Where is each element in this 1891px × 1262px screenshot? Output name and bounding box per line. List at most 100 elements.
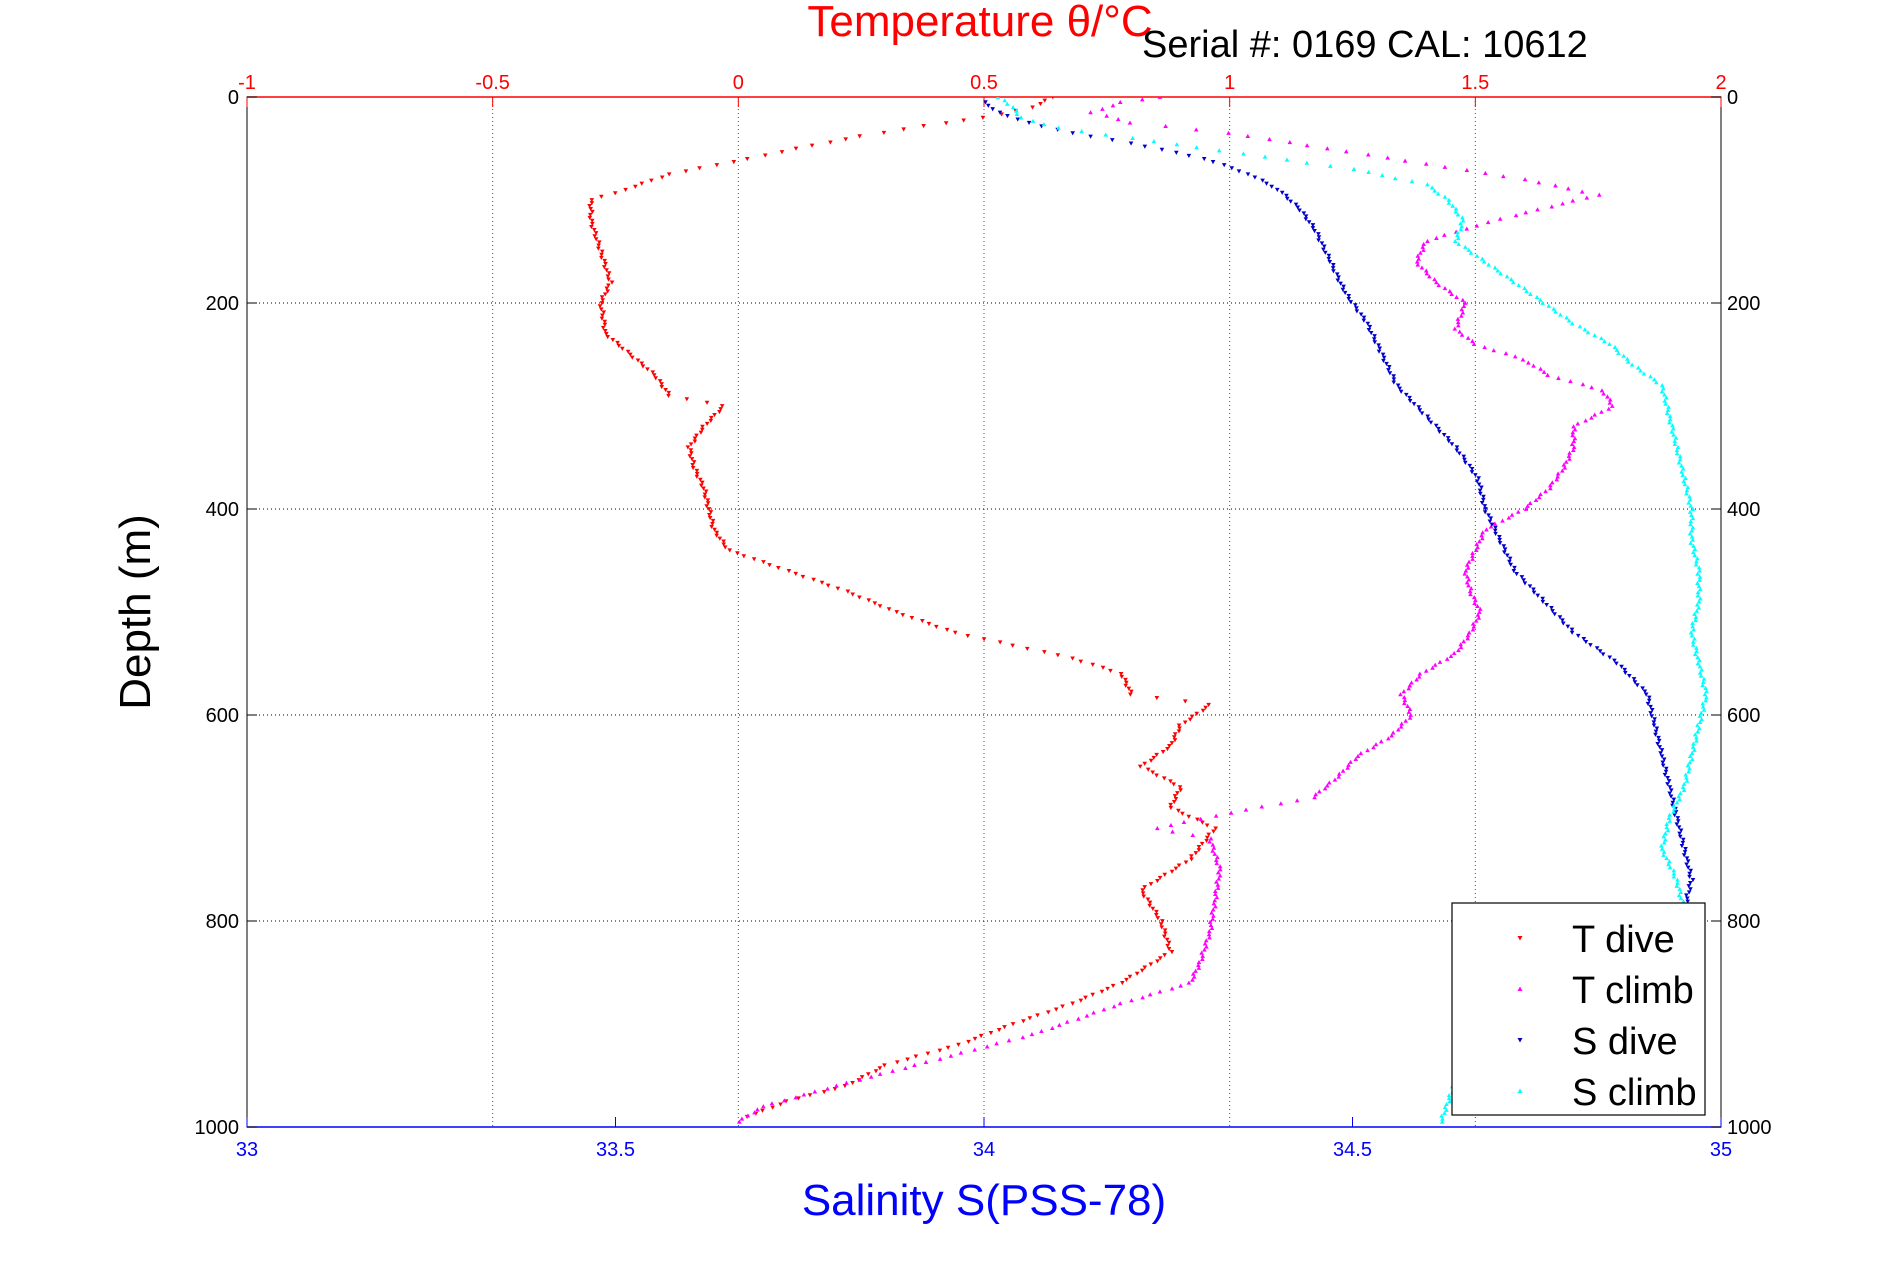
data-point — [1527, 500, 1533, 505]
data-point — [1464, 167, 1470, 172]
data-point — [1354, 309, 1360, 314]
data-point — [1572, 427, 1578, 432]
data-point — [1585, 330, 1591, 335]
data-point — [1162, 928, 1168, 933]
data-point — [1295, 205, 1301, 210]
data-point — [1455, 230, 1460, 235]
data-point — [873, 1069, 879, 1074]
data-point — [1288, 199, 1293, 204]
data-point — [1194, 711, 1200, 716]
data-point — [997, 110, 1003, 115]
data-point — [1697, 568, 1702, 573]
data-point — [1151, 138, 1157, 144]
data-point — [1689, 756, 1695, 762]
data-point — [1104, 113, 1109, 118]
data-point — [1582, 327, 1588, 332]
data-point — [1425, 182, 1430, 187]
data-point — [1129, 689, 1134, 694]
data-point — [698, 483, 704, 488]
data-point — [1169, 950, 1175, 955]
data-point — [663, 387, 668, 393]
data-point — [1592, 412, 1597, 417]
data-point — [779, 150, 785, 155]
data-point — [1693, 617, 1698, 623]
data-point — [1672, 441, 1678, 446]
data-point — [1502, 547, 1508, 552]
data-point — [1173, 866, 1179, 871]
data-point — [1635, 365, 1641, 370]
data-point — [598, 307, 604, 312]
data-point — [1700, 701, 1705, 706]
data-point — [793, 1095, 799, 1100]
data-point — [1372, 334, 1377, 339]
data-point — [1169, 741, 1175, 746]
data-point — [1676, 794, 1682, 799]
data-point — [857, 1077, 863, 1082]
data-point — [843, 137, 849, 142]
data-point — [1340, 287, 1346, 292]
data-point — [1672, 813, 1677, 818]
data-point — [1667, 417, 1673, 422]
data-point — [1695, 580, 1700, 585]
data-point — [1676, 460, 1682, 465]
data-point — [1666, 815, 1672, 820]
data-point — [1599, 336, 1604, 341]
data-point — [1284, 193, 1289, 198]
data-point — [877, 604, 883, 609]
data-point — [1418, 250, 1423, 255]
data-point — [1677, 457, 1683, 462]
data-point — [1699, 667, 1704, 672]
data-point — [1655, 742, 1660, 747]
data-point — [1196, 962, 1201, 967]
data-point — [1465, 565, 1471, 570]
right-axis-tick-label: 600 — [1727, 705, 1760, 727]
data-point — [1404, 392, 1409, 397]
data-point — [1461, 454, 1467, 459]
data-point — [1646, 698, 1652, 703]
data-point — [1471, 594, 1477, 600]
data-point — [705, 498, 711, 503]
data-point — [1060, 1004, 1065, 1009]
data-point — [1571, 424, 1576, 429]
data-point — [1629, 362, 1635, 367]
data-point — [1155, 878, 1160, 884]
data-point — [1687, 509, 1693, 514]
data-point — [1572, 436, 1578, 441]
data-point — [1297, 208, 1302, 213]
data-point — [1212, 898, 1218, 903]
left-axis-tick-label: 600 — [206, 705, 239, 727]
top-axis-title: Temperature θ/°C — [807, 0, 1152, 46]
data-point — [1688, 519, 1694, 524]
data-point — [1312, 795, 1317, 800]
data-point — [1264, 181, 1269, 186]
data-point — [1691, 741, 1696, 746]
data-point — [1665, 782, 1670, 787]
data-point — [1446, 197, 1452, 202]
data-point — [1501, 544, 1507, 549]
data-point — [1675, 877, 1680, 882]
data-point — [659, 382, 664, 387]
data-point — [1607, 400, 1613, 405]
data-point — [1687, 497, 1693, 502]
data-point — [1545, 372, 1550, 377]
data-point — [1405, 703, 1410, 709]
data-point — [1310, 223, 1316, 228]
data-point — [1565, 186, 1571, 191]
data-point — [1561, 462, 1567, 467]
data-point — [1483, 170, 1488, 176]
data-point — [588, 206, 594, 212]
data-point — [702, 492, 708, 497]
data-point — [692, 436, 698, 441]
data-point — [1322, 786, 1328, 791]
data-point — [1442, 194, 1448, 199]
data-point — [1365, 748, 1370, 753]
data-point — [1366, 327, 1372, 333]
data-point — [1372, 340, 1378, 345]
data-point — [1477, 606, 1483, 611]
data-point — [1475, 603, 1480, 608]
data-point — [1402, 697, 1408, 703]
data-point — [1195, 817, 1200, 822]
data-point — [1522, 285, 1527, 291]
data-point — [1484, 527, 1489, 532]
top-axis-tick-label: -1 — [238, 72, 256, 94]
